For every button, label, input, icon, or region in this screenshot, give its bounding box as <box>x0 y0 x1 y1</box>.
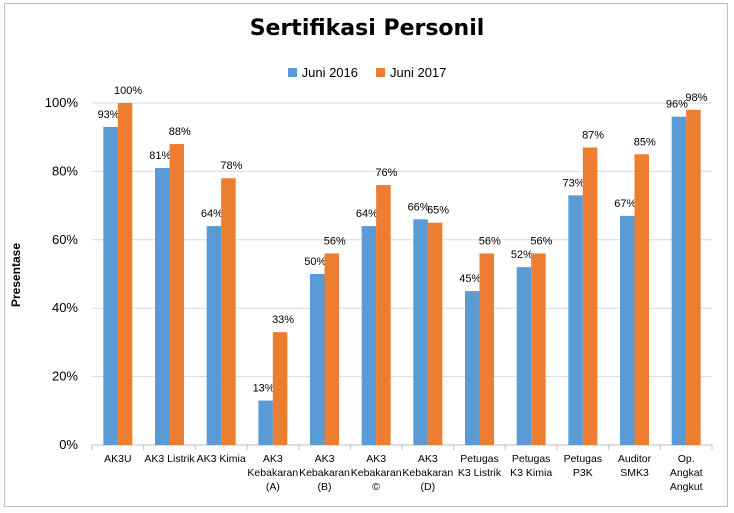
y-tick-label: 100% <box>45 95 79 110</box>
data-label: 13% <box>253 383 275 395</box>
data-label: 52% <box>511 249 533 261</box>
x-tick-label: Petugas K3 Listrik <box>458 453 502 479</box>
data-label: 96% <box>666 99 688 111</box>
bar <box>221 178 236 446</box>
data-label: 45% <box>459 273 481 285</box>
data-label: 73% <box>563 177 585 189</box>
data-label: 56% <box>530 235 552 247</box>
data-label: 76% <box>375 167 397 179</box>
data-label: 67% <box>614 198 636 210</box>
data-label: 81% <box>149 150 171 162</box>
bar <box>310 274 325 445</box>
y-tick-label: 20% <box>52 369 78 384</box>
data-label: 93% <box>98 109 120 121</box>
bar <box>324 253 339 445</box>
data-label: 64% <box>201 208 223 220</box>
data-label: 85% <box>634 136 656 148</box>
chart-title: Sertifikasi Personil <box>249 16 485 41</box>
bar <box>634 154 649 446</box>
bar <box>427 222 443 445</box>
bar <box>582 147 598 445</box>
bar <box>671 116 687 446</box>
data-label: 98% <box>685 92 707 104</box>
legend-label-series-1: Juni 2016 <box>301 65 358 80</box>
y-tick-label: 80% <box>52 163 78 178</box>
bar <box>531 253 546 445</box>
bar <box>413 219 428 445</box>
data-label: 33% <box>272 314 294 326</box>
y-tick-label: 40% <box>52 300 78 315</box>
legend-item-series-2: Juni 2017 <box>376 65 446 80</box>
bar <box>258 400 273 445</box>
x-tick-label: AK3 Kebakaran (D) <box>402 453 453 493</box>
legend-swatch-series-2 <box>376 68 385 77</box>
bar <box>272 332 288 445</box>
bar <box>155 167 170 446</box>
y-tick-label: 0% <box>59 437 78 452</box>
x-tick-label: AK3 Kimia <box>197 453 246 465</box>
x-tick-label: Petugas P3K <box>564 453 603 479</box>
bar <box>117 103 133 445</box>
data-label: 88% <box>169 126 191 138</box>
bar <box>206 226 222 445</box>
data-label: 100% <box>114 85 142 97</box>
bar <box>361 226 377 445</box>
bar <box>568 195 583 445</box>
legend-swatch-series-1 <box>287 68 297 77</box>
legend-label-series-2: Juni 2017 <box>390 65 447 80</box>
x-tick-label: AK3 Listrik <box>144 453 195 465</box>
chart-legend: Juni 2016 Juni 2017 <box>0 65 734 80</box>
data-label: 56% <box>324 235 346 247</box>
y-tick-label: 60% <box>52 232 78 247</box>
bar <box>103 126 118 445</box>
data-label: 78% <box>220 160 242 172</box>
x-tick-label: AK3U <box>104 453 131 465</box>
x-tick-label: AK3 Kebakaran (A) <box>247 453 298 493</box>
bar <box>620 215 635 445</box>
data-label: 87% <box>582 129 604 141</box>
x-tick-label: Op. Angkat Angkut <box>670 453 703 493</box>
data-label: 64% <box>356 208 378 220</box>
data-label: 50% <box>304 256 326 268</box>
data-label: 56% <box>479 235 501 247</box>
bar <box>465 291 480 445</box>
bar <box>686 109 701 445</box>
x-tick-label: Petugas K3 Kimia <box>510 453 552 479</box>
bar <box>479 253 494 445</box>
x-tick-label: Auditor SMK3 <box>618 453 652 479</box>
x-tick-label: AK3 Kebakaran © <box>351 453 402 493</box>
data-label: 66% <box>408 201 430 213</box>
legend-item-series-1: Juni 2016 <box>287 65 358 80</box>
bar <box>376 185 391 445</box>
bar <box>516 267 532 445</box>
bar <box>169 144 184 446</box>
data-label: 65% <box>427 205 449 217</box>
x-tick-label: AK3 Kebakaran (B) <box>299 453 350 493</box>
